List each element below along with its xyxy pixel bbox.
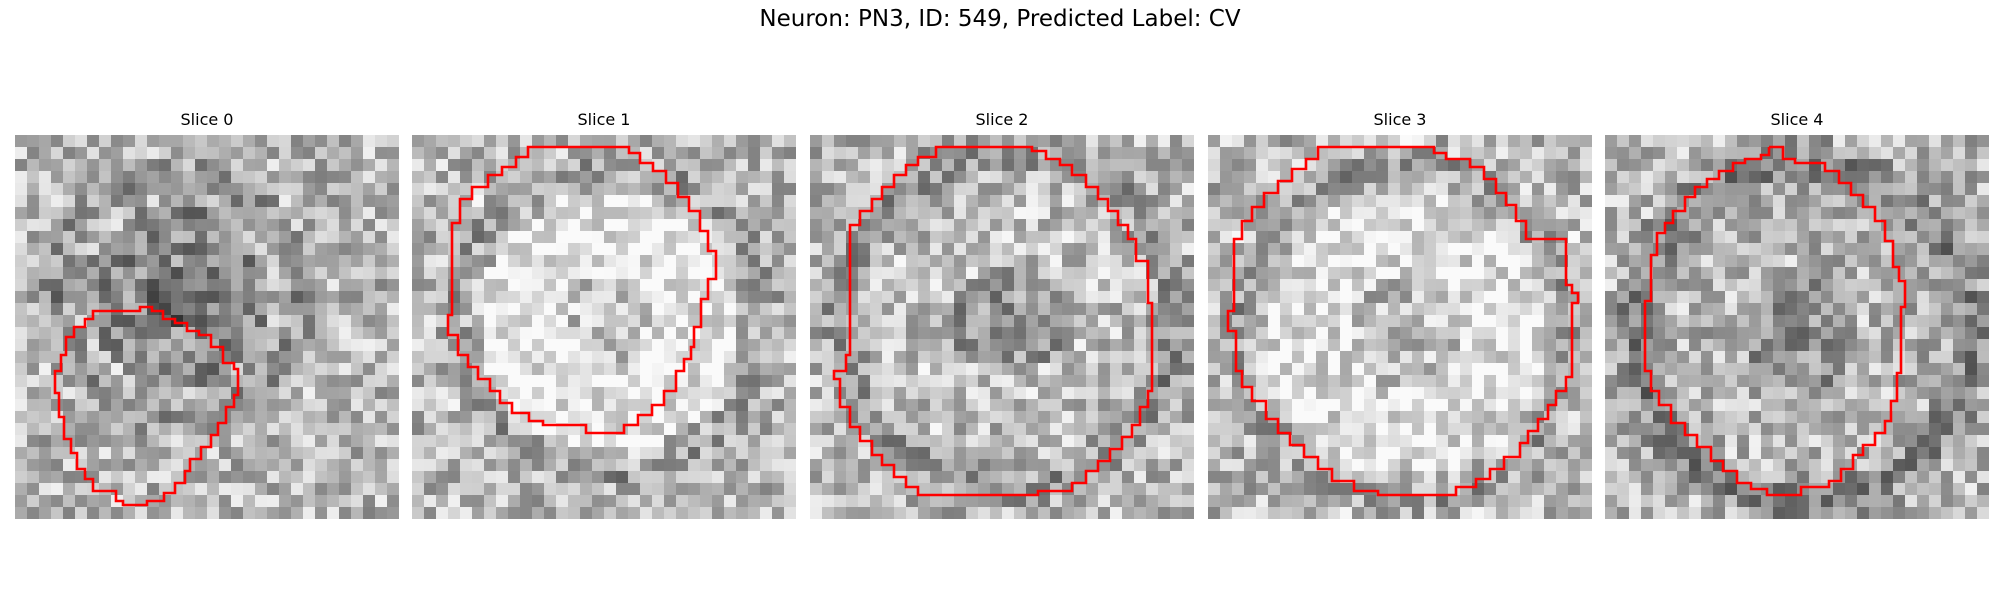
slice-2-svg [810, 135, 1194, 519]
roi-contour [446, 145, 718, 435]
slice-4-svg [1605, 135, 1989, 519]
slice-0-svg [15, 135, 399, 519]
slice-image [810, 135, 1194, 519]
slice-title: Slice 2 [975, 110, 1029, 129]
figure-title: Neuron: PN3, ID: 549, Predicted Label: C… [759, 6, 1241, 32]
slice-panel-2: Slice 2 [810, 107, 1194, 519]
slice-image [15, 135, 399, 519]
slice-3-svg [1208, 135, 1592, 519]
slice-panel-4: Slice 4 [1605, 107, 1989, 519]
grayscale-pixels [15, 135, 399, 519]
roi-contour [832, 145, 1154, 497]
slice-image [1208, 135, 1592, 519]
grayscale-pixels [412, 135, 796, 519]
roi-contour [1643, 145, 1907, 497]
grayscale-pixels [1605, 135, 1989, 519]
slice-panel-1: Slice 1 [412, 107, 796, 519]
slice-title: Slice 1 [577, 110, 631, 129]
slice-1-svg [412, 135, 796, 519]
grayscale-pixels [810, 135, 1194, 519]
slice-panel-0: Slice 0 [15, 107, 399, 519]
grayscale-pixels [1208, 135, 1592, 519]
slice-image [1605, 135, 1989, 519]
roi-contour [1226, 145, 1580, 497]
slice-title: Slice 0 [180, 110, 234, 129]
roi-contour [53, 305, 240, 507]
slice-title: Slice 3 [1373, 110, 1427, 129]
slice-title: Slice 4 [1770, 110, 1824, 129]
slice-panel-3: Slice 3 [1208, 107, 1592, 519]
slice-image [412, 135, 796, 519]
